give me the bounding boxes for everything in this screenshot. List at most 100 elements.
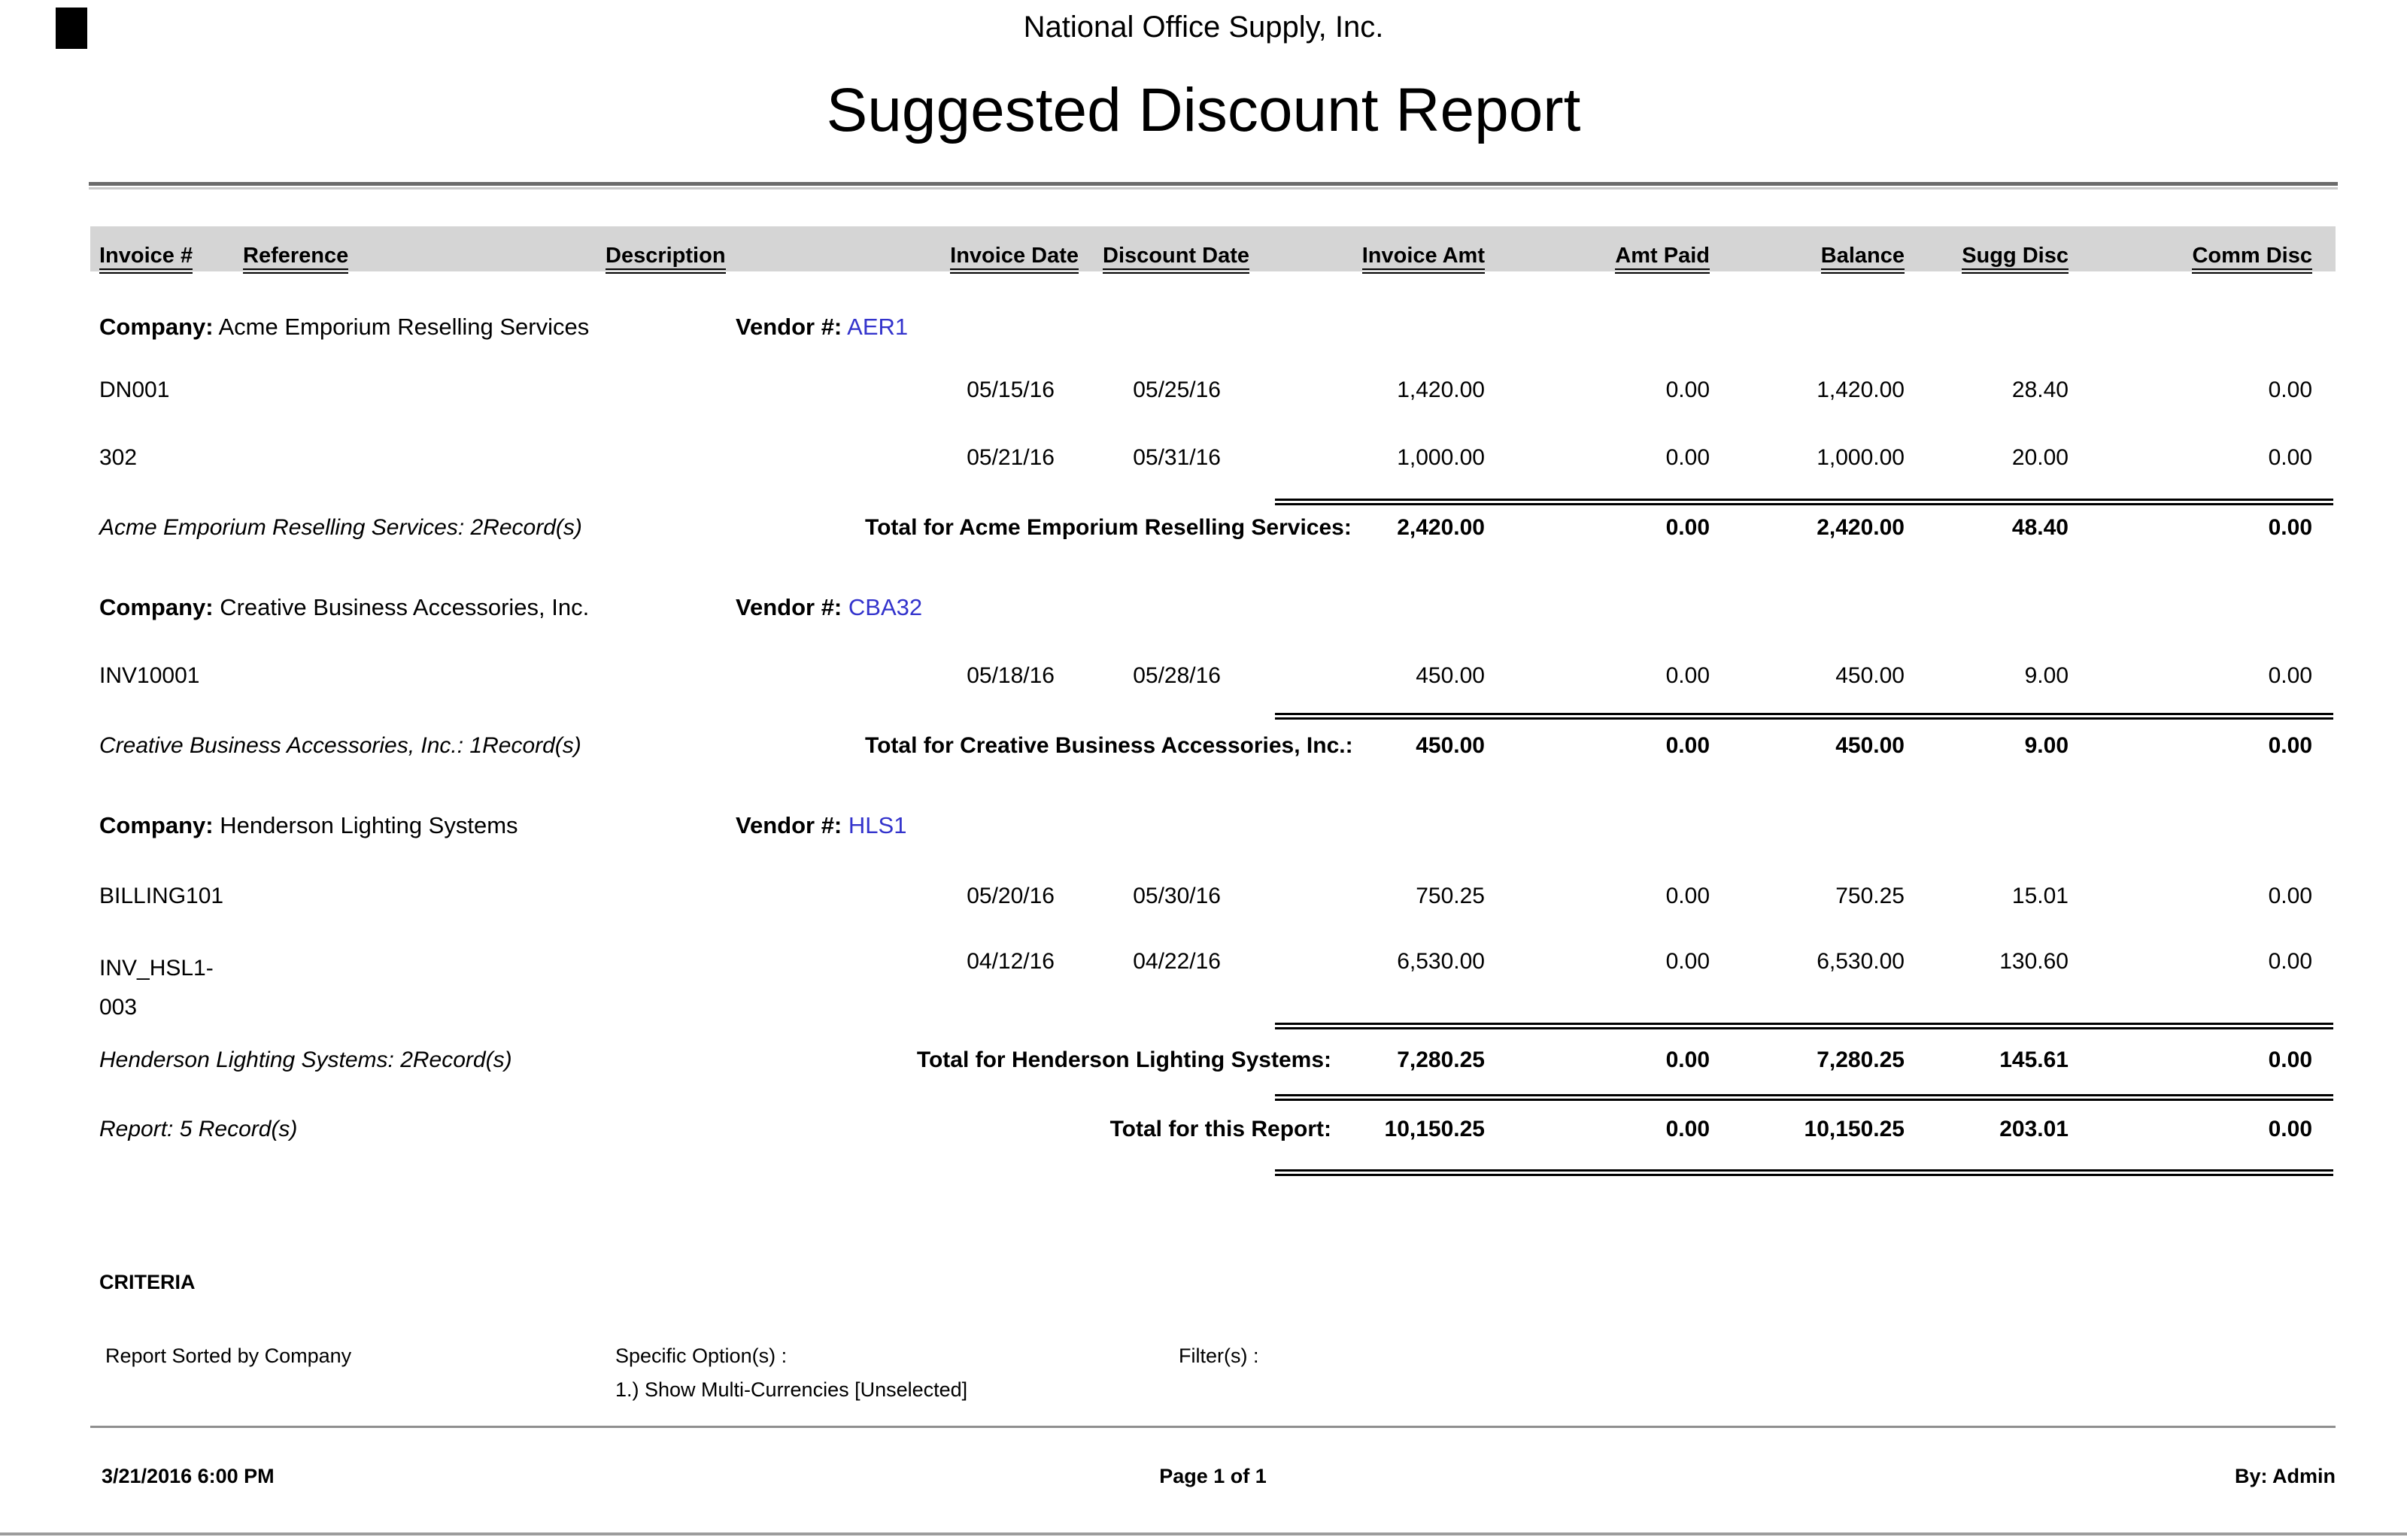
company-row: Company: Henderson Lighting Systems bbox=[99, 812, 518, 839]
cell-invoice-date: 04/12/16 bbox=[967, 949, 1055, 974]
cell-invoice: BILLING101 bbox=[99, 884, 224, 908]
cell-reference bbox=[237, 663, 594, 689]
column-header-label: Invoice Amt bbox=[1361, 244, 1485, 274]
cell-discount-date: 05/28/16 bbox=[1133, 663, 1221, 688]
group-total-rule bbox=[1275, 499, 2333, 505]
cell-invoice-amt: 6,530.00 bbox=[1397, 949, 1485, 974]
total-invoice-amt: 450.00 bbox=[1416, 733, 1485, 758]
cell-invoice: 302 bbox=[99, 445, 138, 470]
column-header-label: Amt Paid bbox=[1615, 244, 1710, 274]
group-total-label: Total for Creative Business Accessories,… bbox=[865, 733, 1353, 758]
cell-comm-disc: 0.00 bbox=[2268, 663, 2312, 688]
cell-discount-date: 04/22/16 bbox=[1133, 949, 1221, 974]
cell-comm-disc: 0.00 bbox=[2268, 377, 2312, 402]
total-sugg-disc: 9.00 bbox=[2024, 733, 2069, 758]
company-row: Company: Acme Emporium Reselling Service… bbox=[99, 314, 589, 341]
company-label: Company: bbox=[99, 812, 214, 838]
cell-invoice-amt: 1,420.00 bbox=[1397, 377, 1485, 402]
page-title: Suggested Discount Report bbox=[826, 76, 1581, 144]
page-bottom-border bbox=[0, 1532, 2407, 1535]
report-total-invoice-amt: 10,150.25 bbox=[1384, 1117, 1485, 1141]
column-header-label: Comm Disc bbox=[2192, 244, 2312, 274]
cell-comm-disc: 0.00 bbox=[2268, 884, 2312, 908]
cell-reference bbox=[237, 949, 594, 1027]
report-total-label: Total for this Report: bbox=[1109, 1117, 1331, 1141]
group-total-rule bbox=[1275, 713, 2333, 720]
company-name: Creative Business Accessories, Inc. bbox=[220, 594, 590, 620]
cell-description bbox=[594, 445, 865, 471]
column-header-label: Invoice Date bbox=[950, 244, 1079, 274]
total-comm-disc: 0.00 bbox=[2268, 733, 2312, 758]
table-row: INV10001 05/18/16 05/28/16 450.00 0.00 4… bbox=[90, 663, 2336, 689]
column-header-comm-disc: Comm Disc bbox=[2072, 243, 2336, 274]
column-header-label: Invoice # bbox=[99, 244, 193, 274]
cell-comm-disc: 0.00 bbox=[2268, 949, 2312, 974]
company-label: Company: bbox=[99, 594, 214, 620]
cell-amt-paid: 0.00 bbox=[1665, 377, 1710, 402]
criteria-filters-label: Filter(s) : bbox=[1179, 1344, 1259, 1367]
vendor-row: Vendor #: AER1 bbox=[736, 314, 908, 341]
table-row: BILLING101 05/20/16 05/30/16 750.25 0.00… bbox=[90, 884, 2336, 909]
criteria-heading: CRITERIA bbox=[99, 1271, 196, 1293]
company-label: Company: bbox=[99, 314, 214, 340]
cell-balance: 6,530.00 bbox=[1817, 949, 1905, 974]
group-total-label: Total for Acme Emporium Reselling Servic… bbox=[865, 515, 1352, 540]
cell-invoice: INV_HSL1- 003 bbox=[99, 956, 214, 1020]
corner-mark bbox=[56, 8, 87, 49]
criteria-specific-options-label: Specific Option(s) : bbox=[615, 1344, 788, 1367]
total-amt-paid: 0.00 bbox=[1665, 515, 1710, 540]
total-invoice-amt: 7,280.25 bbox=[1397, 1047, 1485, 1072]
report-total-sugg-disc: 203.01 bbox=[1999, 1117, 2069, 1141]
cell-amt-paid: 0.00 bbox=[1665, 884, 1710, 908]
vendor-code-link[interactable]: CBA32 bbox=[848, 594, 923, 620]
cell-discount-date: 05/31/16 bbox=[1133, 445, 1221, 470]
cell-balance: 1,420.00 bbox=[1817, 377, 1905, 402]
total-sugg-disc: 145.61 bbox=[1999, 1047, 2069, 1072]
cell-description bbox=[594, 377, 865, 403]
cell-discount-date: 05/25/16 bbox=[1133, 377, 1221, 402]
cell-sugg-disc: 130.60 bbox=[1999, 949, 2069, 974]
title-divider bbox=[89, 182, 2338, 186]
total-sugg-disc: 48.40 bbox=[2011, 515, 2069, 540]
vendor-label: Vendor #: bbox=[736, 812, 842, 838]
group-total-rule bbox=[1275, 1023, 2333, 1029]
cell-description bbox=[594, 949, 865, 1027]
report-company-name: National Office Supply, Inc. bbox=[1023, 11, 1384, 44]
total-comm-disc: 0.00 bbox=[2268, 515, 2312, 540]
cell-balance: 450.00 bbox=[1835, 663, 1905, 688]
column-header-balance: Balance bbox=[1713, 243, 1908, 274]
column-header-label: Balance bbox=[1820, 244, 1905, 274]
cell-invoice-amt: 1,000.00 bbox=[1397, 445, 1485, 470]
report-total-amt-paid: 0.00 bbox=[1665, 1117, 1710, 1141]
total-balance: 2,420.00 bbox=[1817, 515, 1905, 540]
cell-reference bbox=[237, 445, 594, 471]
footer-page-number: Page 1 of 1 bbox=[1159, 1465, 1267, 1487]
table-row: 302 05/21/16 05/31/16 1,000.00 0.00 1,00… bbox=[90, 445, 2336, 471]
cell-invoice: INV10001 bbox=[99, 663, 200, 688]
total-comm-disc: 0.00 bbox=[2268, 1047, 2312, 1072]
cell-invoice-amt: 450.00 bbox=[1416, 663, 1485, 688]
report-total-balance: 10,150.25 bbox=[1804, 1117, 1905, 1141]
cell-amt-paid: 0.00 bbox=[1665, 949, 1710, 974]
cell-invoice-date: 05/15/16 bbox=[967, 377, 1055, 402]
vendor-label: Vendor #: bbox=[736, 314, 842, 340]
footer-by-user: By: Admin bbox=[2235, 1465, 2336, 1487]
vendor-code-link[interactable]: AER1 bbox=[847, 314, 909, 340]
cell-amt-paid: 0.00 bbox=[1665, 445, 1710, 470]
company-name: Acme Emporium Reselling Services bbox=[218, 314, 590, 340]
cell-invoice: DN001 bbox=[99, 377, 170, 402]
record-count-note: Acme Emporium Reselling Services: 2Recor… bbox=[99, 515, 582, 540]
cell-invoice-date: 05/20/16 bbox=[967, 884, 1055, 908]
report-total-comm-disc: 0.00 bbox=[2268, 1117, 2312, 1141]
cell-sugg-disc: 15.01 bbox=[2011, 884, 2069, 908]
footer-datetime: 3/21/2016 6:00 PM bbox=[102, 1465, 275, 1487]
vendor-code-link[interactable]: HLS1 bbox=[848, 812, 907, 838]
record-count-note: Creative Business Accessories, Inc.: 1Re… bbox=[99, 733, 581, 758]
total-invoice-amt: 2,420.00 bbox=[1397, 515, 1485, 540]
total-balance: 7,280.25 bbox=[1817, 1047, 1905, 1072]
title-divider-shadow bbox=[89, 187, 2338, 189]
cell-balance: 1,000.00 bbox=[1817, 445, 1905, 470]
total-amt-paid: 0.00 bbox=[1665, 1047, 1710, 1072]
criteria-sorted-by: Report Sorted by Company bbox=[105, 1344, 352, 1367]
vendor-row: Vendor #: CBA32 bbox=[736, 594, 922, 621]
